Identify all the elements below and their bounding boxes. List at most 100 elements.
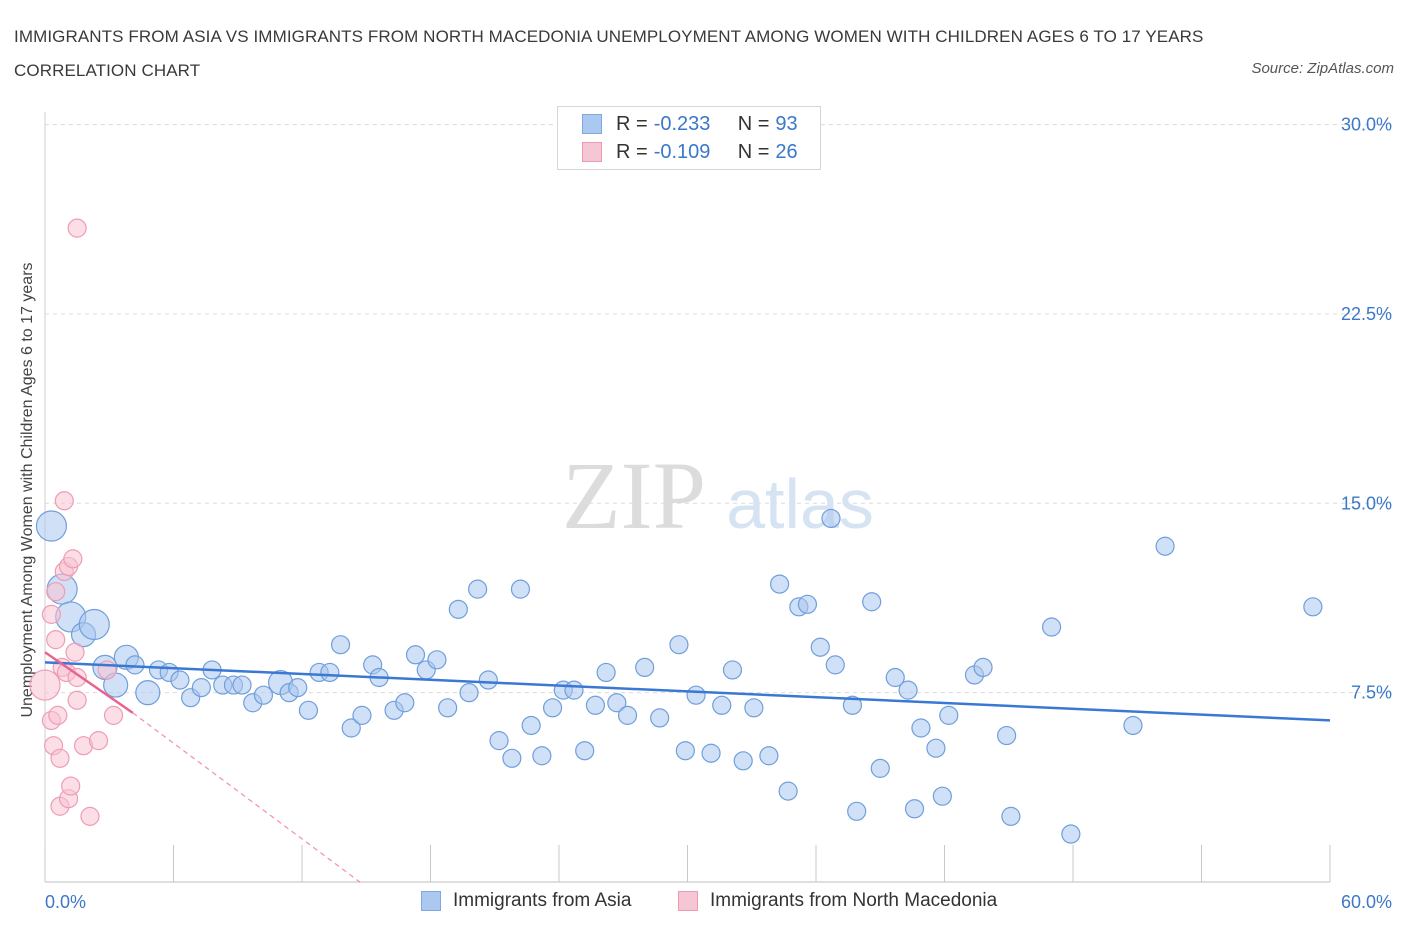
data-point <box>564 680 584 700</box>
data-point <box>232 675 252 695</box>
data-point <box>41 604 62 624</box>
watermark-atlas: atlas <box>726 465 874 543</box>
data-point <box>320 662 340 683</box>
data-point <box>675 741 695 761</box>
data-point <box>288 678 308 698</box>
grid-lines <box>45 124 1390 694</box>
bottom-legend-swatch-asia <box>421 891 441 911</box>
data-point <box>54 491 74 511</box>
bottom-legend-asia[interactable]: Immigrants from Asia <box>421 890 631 912</box>
data-point <box>870 758 890 778</box>
data-point <box>885 667 905 688</box>
trend-line <box>44 651 134 714</box>
watermark-zip: ZIP <box>562 442 706 549</box>
data-point <box>103 705 124 725</box>
data-point <box>1061 824 1081 844</box>
data-point <box>330 635 351 655</box>
data-point <box>842 695 863 715</box>
data-point <box>596 662 616 683</box>
data-point <box>825 655 845 675</box>
legend-row-macedonia: R = -0.109 N = 26 <box>582 139 798 165</box>
legend-r-label: R = <box>616 112 648 135</box>
data-point <box>733 751 753 771</box>
series-asia-points <box>35 508 1323 844</box>
x-tick-label: 0.0% <box>45 892 86 912</box>
data-point <box>88 731 109 751</box>
bottom-legend-macedonia[interactable]: Immigrants from North Macedonia <box>678 890 997 912</box>
data-point <box>810 637 830 657</box>
data-point <box>478 670 498 690</box>
data-point <box>932 786 952 806</box>
trend-line-extension <box>132 712 361 883</box>
data-point <box>135 680 161 706</box>
data-point <box>191 678 211 698</box>
data-point <box>468 579 488 599</box>
bottom-legend-label-asia: Immigrants from Asia <box>453 890 632 911</box>
data-point <box>997 725 1017 746</box>
data-point <box>635 657 655 678</box>
data-point <box>50 748 70 768</box>
data-point <box>926 738 946 758</box>
data-point <box>63 549 83 569</box>
data-point <box>67 690 87 710</box>
data-point <box>769 574 790 594</box>
stats-legend: R = -0.233 N = 93 R = -0.109 N = 26 <box>557 106 821 170</box>
legend-r-value: -0.233 <box>653 112 711 135</box>
data-point <box>35 510 68 542</box>
data-point <box>862 592 882 612</box>
data-point <box>744 698 764 718</box>
data-point <box>712 695 732 715</box>
tick-labels: 7.5% 15.0% 22.5% 30.0% 0.0% 60.0% <box>45 115 1392 912</box>
data-point <box>575 741 595 761</box>
data-point <box>438 698 458 718</box>
data-point <box>847 801 867 821</box>
legend-r-label: R = <box>616 140 648 163</box>
data-point <box>65 642 85 662</box>
data-point <box>67 218 87 238</box>
x-tick-label: 60.0% <box>1341 892 1392 912</box>
y-tick-label: 15.0% <box>1341 493 1392 513</box>
data-point <box>542 698 563 718</box>
data-point <box>427 650 447 670</box>
data-point <box>46 630 66 650</box>
legend-swatch-asia <box>582 114 602 134</box>
watermark: ZIP atlas <box>562 442 874 549</box>
y-tick-label: 7.5% <box>1351 683 1392 703</box>
data-point <box>821 508 841 529</box>
axes <box>44 112 1331 883</box>
legend-swatch-macedonia <box>582 142 602 162</box>
series-macedonia-points <box>29 218 124 826</box>
data-point <box>298 700 319 720</box>
data-point <box>253 685 274 705</box>
data-point <box>1041 617 1062 637</box>
data-point <box>448 599 468 619</box>
source-note: Source: ZipAtlas.com <box>1251 60 1394 77</box>
legend-n-value: 26 <box>775 140 798 163</box>
data-point <box>617 705 638 725</box>
y-tick-label: 30.0% <box>1341 115 1392 135</box>
legend-n-label: N = <box>737 112 770 135</box>
legend-n-value: 93 <box>775 112 798 135</box>
bottom-legend-label-macedonia: Immigrants from North Macedonia <box>710 890 998 911</box>
data-point <box>395 693 415 713</box>
data-point <box>898 680 918 700</box>
data-point <box>650 708 670 728</box>
trend-lines <box>44 651 1331 883</box>
data-point <box>405 645 426 665</box>
data-point <box>489 731 509 751</box>
data-point <box>722 660 743 680</box>
legend-n-label: N = <box>737 140 770 163</box>
data-point <box>532 746 552 766</box>
data-point <box>701 743 721 763</box>
data-point <box>459 683 479 703</box>
data-point <box>80 806 100 826</box>
data-point <box>686 685 706 705</box>
data-point <box>759 746 779 766</box>
data-point <box>778 781 798 801</box>
data-point <box>170 670 190 690</box>
data-point <box>607 693 627 713</box>
data-point <box>46 582 66 602</box>
data-point <box>502 748 522 768</box>
legend-row-asia: R = -0.233 N = 93 <box>582 111 798 137</box>
